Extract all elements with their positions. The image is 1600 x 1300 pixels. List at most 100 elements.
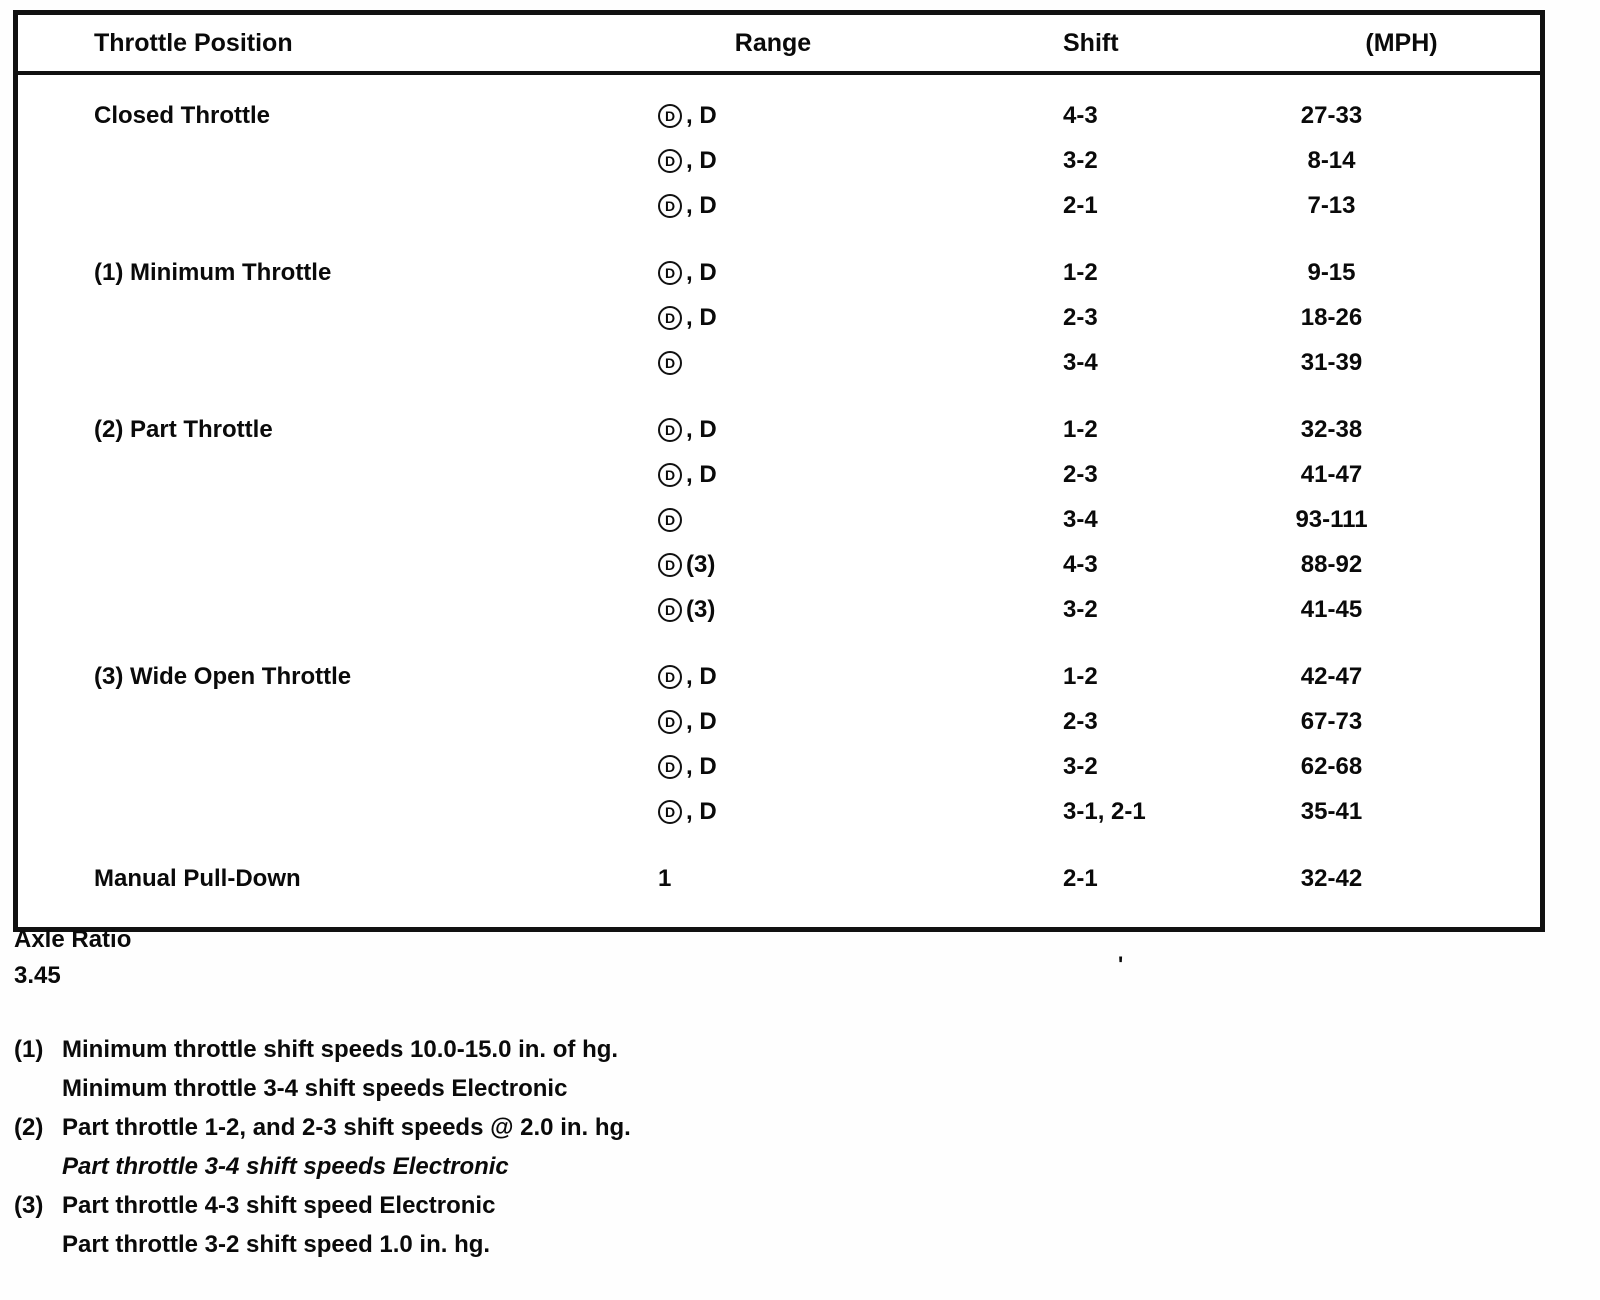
table-row: D, D 3-2 8-14 bbox=[18, 138, 1540, 183]
col-header-mph: (MPH) bbox=[1365, 28, 1438, 57]
overdrive-icon: D bbox=[658, 103, 682, 128]
table-row: (3) Wide Open Throttle D, D 1-2 42-47 bbox=[18, 654, 1540, 699]
range-text: , D bbox=[686, 460, 717, 488]
footnote-line: Part throttle 3-2 shift speed 1.0 in. hg… bbox=[14, 1225, 631, 1264]
footnote-text: Part throttle 4-3 shift speed Electronic bbox=[62, 1192, 496, 1219]
overdrive-icon: D bbox=[658, 350, 682, 375]
range-text: , D bbox=[686, 101, 717, 129]
footnote-line: (2) Part throttle 1-2, and 2-3 shift spee… bbox=[14, 1108, 631, 1147]
footnote-line: (3) Part throttle 4-3 shift speed Electro… bbox=[14, 1186, 631, 1225]
shift-cell: 3-2 bbox=[1063, 595, 1098, 623]
range-text: , D bbox=[686, 258, 717, 286]
footnote-indent bbox=[14, 1147, 62, 1186]
overdrive-icon: D bbox=[658, 462, 682, 487]
mph-cell: 62-68 bbox=[1300, 752, 1363, 780]
mph-cell: 67-73 bbox=[1300, 707, 1363, 735]
range-text: , D bbox=[686, 303, 717, 331]
shift-cell: 2-1 bbox=[1063, 864, 1098, 892]
shift-cell: 4-3 bbox=[1063, 101, 1098, 129]
throttle-position-cell: (1) Minimum Throttle bbox=[94, 258, 332, 286]
shift-cell: 4-3 bbox=[1063, 550, 1098, 578]
row-group: (2) Part Throttle D, D 1-2 32-38 D, D 2-3 41-4… bbox=[18, 407, 1540, 632]
axle-ratio-value: 3.45 bbox=[14, 962, 61, 989]
mph-cell: 41-45 bbox=[1300, 595, 1363, 623]
table-row: D 3-4 93-111 bbox=[18, 497, 1540, 542]
throttle-position-cell: Closed Throttle bbox=[94, 101, 271, 129]
shift-cell: 3-4 bbox=[1063, 505, 1098, 533]
mph-cell: 27-33 bbox=[1300, 101, 1363, 129]
overdrive-icon: D bbox=[658, 193, 682, 218]
table-row: D, D 2-3 67-73 bbox=[18, 699, 1540, 744]
footnote-line: Minimum throttle 3-4 shift speeds Electr… bbox=[14, 1069, 631, 1108]
range-cell: D bbox=[563, 350, 983, 375]
overdrive-icon: D bbox=[658, 417, 682, 442]
shift-cell: 2-3 bbox=[1063, 303, 1098, 331]
footnote-text: Part throttle 3-4 shift speeds Electroni… bbox=[62, 1153, 509, 1180]
range-text: (3) bbox=[686, 550, 716, 578]
range-text: , D bbox=[686, 191, 717, 219]
range-cell: D, D bbox=[563, 304, 983, 332]
range-text: , D bbox=[686, 707, 717, 735]
range-cell: D, D bbox=[563, 192, 983, 220]
col-header-throttle-position: Throttle Position bbox=[94, 28, 293, 57]
shift-cell: 2-1 bbox=[1063, 191, 1098, 219]
table-row: D, D 2-1 7-13 bbox=[18, 183, 1540, 228]
overdrive-icon: D bbox=[658, 148, 682, 173]
throttle-position-cell: Manual Pull-Down bbox=[94, 864, 301, 892]
shift-cell: 2-3 bbox=[1063, 460, 1098, 488]
overdrive-icon: D bbox=[658, 597, 682, 622]
footnote-text: Part throttle 1-2, and 2-3 shift speeds … bbox=[62, 1114, 631, 1141]
range-cell: 1 bbox=[563, 865, 983, 893]
mph-cell: 9-15 bbox=[1307, 258, 1356, 286]
mph-cell: 88-92 bbox=[1300, 550, 1363, 578]
table-row: D, D 3-1, 2-1 35-41 bbox=[18, 789, 1540, 834]
range-text: , D bbox=[686, 752, 717, 780]
row-group: (3) Wide Open Throttle D, D 1-2 42-47 D, D 2-… bbox=[18, 654, 1540, 834]
shift-cell: 3-2 bbox=[1063, 146, 1098, 174]
row-group: Manual Pull-Down 1 2-1 32-42 bbox=[18, 856, 1540, 901]
shift-cell: 1-2 bbox=[1063, 415, 1098, 443]
table-row: D (3) 3-2 41-45 bbox=[18, 587, 1540, 632]
range-cell: D, D bbox=[563, 461, 983, 489]
footnote-number: (2) bbox=[14, 1114, 44, 1141]
axle-ratio-section: Axle Ratio 3.45 bbox=[14, 922, 131, 994]
shift-cell: 1-2 bbox=[1063, 662, 1098, 690]
table-row: (1) Minimum Throttle D, D 1-2 9-15 bbox=[18, 250, 1540, 295]
footnote-text: Minimum throttle 3-4 shift speeds Electr… bbox=[62, 1075, 568, 1102]
overdrive-icon: D bbox=[658, 799, 682, 824]
footnote-text: Part throttle 3-2 shift speed 1.0 in. hg… bbox=[62, 1231, 491, 1258]
overdrive-icon: D bbox=[658, 552, 682, 577]
range-text: (3) bbox=[686, 595, 716, 623]
footnote-indent bbox=[14, 1069, 62, 1108]
shift-cell: 1-2 bbox=[1063, 258, 1098, 286]
table-header-row: Throttle Position Range Shift (MPH) bbox=[18, 15, 1540, 75]
footnote-number: (1) bbox=[14, 1036, 44, 1063]
stray-mark: ' bbox=[1118, 952, 1124, 977]
table-row: D, D 2-3 18-26 bbox=[18, 295, 1540, 340]
table-row: D (3) 4-3 88-92 bbox=[18, 542, 1540, 587]
throttle-position-cell: (2) Part Throttle bbox=[94, 415, 273, 443]
footnote-line: Part throttle 3-4 shift speeds Electroni… bbox=[14, 1147, 631, 1186]
mph-cell: 93-111 bbox=[1295, 505, 1368, 533]
table-row: D 3-4 31-39 bbox=[18, 340, 1540, 385]
col-header-shift: Shift bbox=[1063, 28, 1119, 57]
shift-cell: 3-2 bbox=[1063, 752, 1098, 780]
footnotes-section: (1) Minimum throttle shift speeds 10.0-15… bbox=[14, 1030, 631, 1264]
range-text: , D bbox=[686, 415, 717, 443]
range-cell: D, D bbox=[563, 798, 983, 826]
mph-cell: 42-47 bbox=[1300, 662, 1363, 690]
mph-cell: 18-26 bbox=[1300, 303, 1363, 331]
footnote-indent bbox=[14, 1225, 62, 1264]
range-cell: D, D bbox=[563, 663, 983, 691]
range-cell: D, D bbox=[563, 416, 983, 444]
footnote-text: Minimum throttle shift speeds 10.0-15.0 … bbox=[62, 1036, 619, 1063]
overdrive-icon: D bbox=[658, 305, 682, 330]
footnote-number: (3) bbox=[14, 1192, 44, 1219]
mph-cell: 8-14 bbox=[1307, 146, 1356, 174]
table-row: Closed Throttle D, D 4-3 27-33 bbox=[18, 93, 1540, 138]
mph-cell: 41-47 bbox=[1300, 460, 1363, 488]
range-cell: D, D bbox=[563, 708, 983, 736]
range-text: , D bbox=[686, 797, 717, 825]
overdrive-icon: D bbox=[658, 709, 682, 734]
row-group: (1) Minimum Throttle D, D 1-2 9-15 D, D 2-3 18… bbox=[18, 250, 1540, 385]
